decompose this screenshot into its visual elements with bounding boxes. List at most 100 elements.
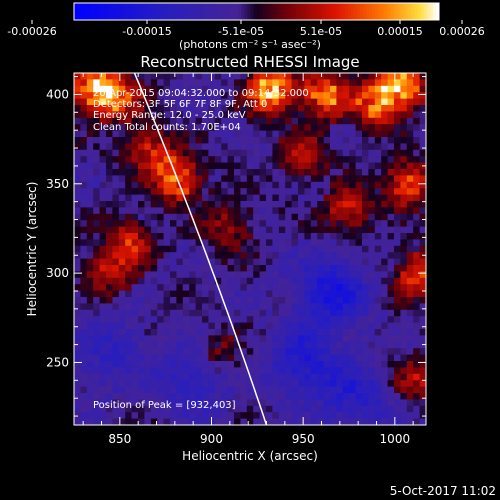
colorbar-cell	[411, 3, 416, 20]
heatmap-pixel	[374, 252, 382, 259]
heatmap-pixel	[266, 169, 273, 176]
heatmap-pixel	[99, 124, 107, 131]
heatmap-pixel	[323, 284, 331, 291]
heatmap-pixel	[317, 284, 324, 291]
heatmap-pixel	[99, 233, 107, 240]
heatmap-pixel	[349, 156, 356, 163]
heatmap-pixel	[214, 73, 222, 80]
heatmap-pixel	[93, 220, 100, 227]
heatmap-pixel	[131, 188, 139, 195]
heatmap-pixel	[381, 188, 388, 195]
heatmap-pixel	[106, 143, 113, 151]
heatmap-pixel	[413, 226, 420, 234]
heatmap-pixel	[291, 220, 299, 227]
heatmap-pixel	[406, 373, 414, 381]
heatmap-pixel	[170, 188, 177, 195]
heatmap-pixel	[112, 194, 120, 202]
heatmap-pixel	[112, 239, 120, 247]
heatmap-pixel	[157, 386, 164, 394]
heatmap-pixel	[400, 405, 408, 413]
heatmap-pixel	[157, 220, 164, 227]
heatmap-pixel	[374, 169, 382, 176]
heatmap-pixel	[291, 284, 299, 291]
heatmap-pixel	[400, 367, 408, 375]
heatmap-pixel	[86, 245, 94, 253]
heatmap-pixel	[310, 341, 318, 349]
heatmap-pixel	[240, 373, 248, 381]
heatmap-pixel	[214, 233, 222, 240]
colorbar-cell	[414, 3, 419, 20]
heatmap-pixel	[419, 367, 426, 375]
heatmap-pixel	[317, 297, 324, 304]
heatmap-pixel	[368, 98, 376, 106]
heatmap-pixel	[99, 354, 107, 362]
heatmap-pixel	[86, 271, 94, 279]
heatmap-pixel	[285, 348, 292, 355]
colorbar-unit-label: (photons cm⁻² s⁻¹ asec⁻²)	[179, 38, 321, 51]
colorbar-cell	[150, 3, 154, 20]
heatmap-pixel	[310, 348, 318, 355]
heatmap-pixel	[176, 322, 184, 330]
heatmap-pixel	[221, 399, 228, 407]
heatmap-pixel	[157, 233, 164, 240]
heatmap-pixel	[336, 79, 344, 87]
heatmap-pixel	[157, 92, 164, 99]
heatmap-pixel	[259, 418, 267, 425]
heatmap-pixel	[272, 156, 280, 163]
heatmap-pixel	[93, 309, 100, 317]
heatmap-pixel	[246, 393, 254, 400]
heatmap-pixel	[304, 105, 312, 112]
heatmap-pixel	[125, 226, 132, 234]
heatmap-pixel	[387, 188, 395, 195]
colorbar-cell	[216, 3, 221, 20]
heatmap-pixel	[413, 130, 420, 138]
heatmap-pixel	[157, 245, 164, 253]
heatmap-pixel	[214, 341, 222, 349]
heatmap-pixel	[253, 98, 260, 106]
heatmap-pixel	[285, 393, 292, 400]
heatmap-pixel	[227, 322, 235, 330]
heatmap-pixel	[189, 367, 196, 375]
heatmap-pixel	[400, 265, 408, 272]
heatmap-pixel	[342, 361, 350, 368]
heatmap-pixel	[74, 303, 81, 311]
heatmap-pixel	[157, 341, 164, 349]
heatmap-pixel	[221, 162, 228, 170]
heatmap-pixel	[253, 316, 260, 323]
heatmap-pixel	[381, 117, 388, 125]
heatmap-pixel	[317, 348, 324, 355]
heatmap-pixel	[99, 156, 107, 163]
heatmap-pixel	[157, 258, 164, 266]
heatmap-pixel	[106, 354, 113, 362]
heatmap-pixel	[285, 412, 292, 419]
heatmap-pixel	[170, 245, 177, 253]
heatmap-pixel	[80, 265, 88, 272]
heatmap-pixel	[138, 188, 145, 195]
heatmap-pixel	[285, 418, 292, 425]
heatmap-pixel	[355, 105, 363, 112]
heatmap-pixel	[285, 98, 292, 106]
heatmap-pixel	[368, 245, 376, 253]
heatmap-pixel	[330, 335, 337, 343]
heatmap-pixel	[330, 418, 337, 425]
heatmap-pixel	[355, 149, 363, 157]
heatmap-pixel	[342, 271, 350, 279]
heatmap-pixel	[221, 322, 228, 330]
heatmap-pixel	[336, 137, 344, 144]
heatmap-pixel	[374, 284, 382, 291]
heatmap-pixel	[413, 405, 420, 413]
heatmap-pixel	[259, 92, 267, 99]
heatmap-pixel	[266, 226, 273, 234]
heatmap-pixel	[253, 194, 260, 202]
heatmap-pixel	[227, 393, 235, 400]
heatmap-pixel	[272, 418, 280, 425]
heatmap-pixel	[413, 79, 420, 87]
heatmap-pixel	[310, 226, 318, 234]
heatmap-pixel	[157, 329, 164, 336]
heatmap-pixel	[362, 111, 369, 119]
colorbar-cell	[253, 3, 257, 20]
heatmap-pixel	[246, 265, 254, 272]
heatmap-pixel	[413, 290, 420, 298]
heatmap-pixel	[131, 233, 139, 240]
heatmap-pixel	[208, 105, 216, 112]
